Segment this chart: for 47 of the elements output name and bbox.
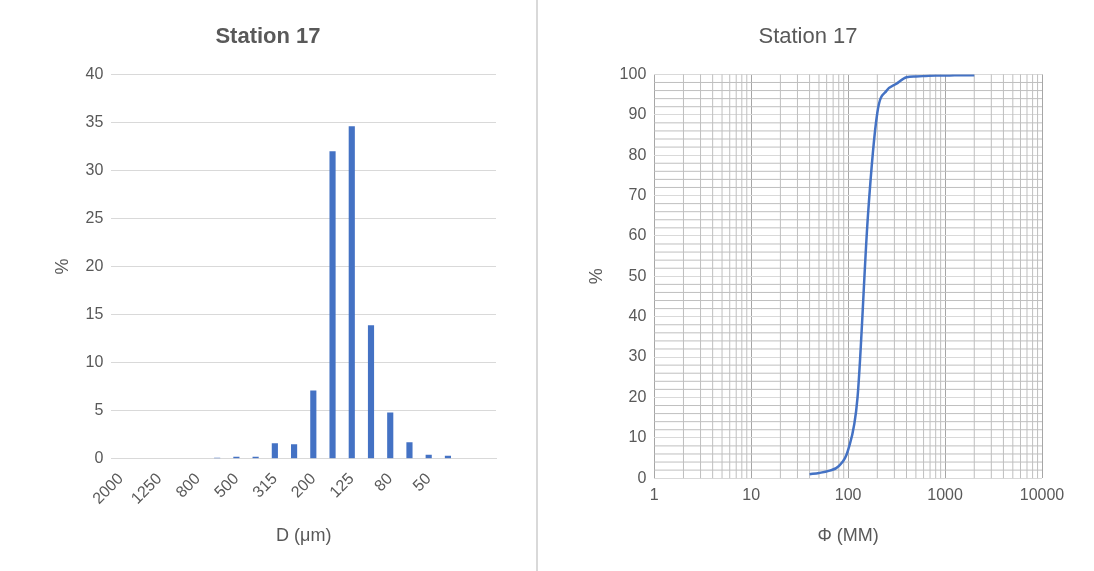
y-tick-label: 5	[94, 401, 104, 419]
x-tick-label: 200	[287, 469, 319, 501]
y-tick-label: 30	[628, 347, 647, 365]
x-tick-label: 10000	[1019, 486, 1065, 504]
y-tick-label: 20	[85, 256, 104, 274]
y-tick-label: 0	[637, 468, 647, 486]
y-tick-label: 90	[628, 105, 647, 123]
x-axis-title: Φ (MM)	[817, 525, 879, 546]
bar	[329, 151, 336, 459]
y-tick-label: 35	[85, 112, 104, 130]
bar	[406, 442, 413, 459]
bar	[348, 126, 355, 459]
x-tick-label: 800	[172, 469, 204, 501]
y-tick-label: 50	[628, 266, 647, 284]
y-tick-label: 25	[85, 208, 104, 226]
bar	[271, 443, 278, 459]
x-tick-label: 50	[409, 469, 434, 495]
chart-title: Station 17	[215, 23, 321, 49]
y-axis-title: %	[585, 268, 606, 285]
chart-title: Station 17	[758, 23, 858, 49]
x-tick-label: 1000	[927, 486, 963, 504]
y-tick-label: 100	[619, 64, 647, 82]
x-tick-label: 500	[210, 469, 242, 501]
y-tick-label: 10	[628, 428, 647, 446]
y-tick-label: 20	[628, 387, 647, 405]
bar	[291, 444, 298, 459]
y-tick-label: 0	[94, 449, 104, 467]
x-tick-label: 1	[649, 486, 659, 504]
y-tick-label: 40	[85, 64, 104, 82]
y-tick-label: 30	[85, 160, 104, 178]
y-tick-label: 10	[85, 353, 104, 370]
y-axis-title: %	[51, 258, 72, 275]
x-tick-label: 100	[834, 486, 862, 504]
y-tick-label: 15	[85, 304, 104, 322]
bar	[310, 390, 317, 459]
bar	[367, 325, 375, 459]
x-tick-label: 315	[249, 469, 281, 501]
x-tick-label: 80	[370, 469, 396, 495]
x-tick-label: 10	[742, 486, 761, 504]
x-axis-title: D (μm)	[276, 525, 332, 546]
x-tick-label: 125	[326, 469, 358, 501]
bar	[387, 412, 394, 459]
line-series	[808, 74, 976, 476]
y-tick-label: 60	[628, 226, 647, 244]
y-tick-label: 40	[628, 307, 647, 325]
y-tick-label: 80	[628, 145, 647, 163]
y-tick-label: 70	[628, 185, 647, 203]
